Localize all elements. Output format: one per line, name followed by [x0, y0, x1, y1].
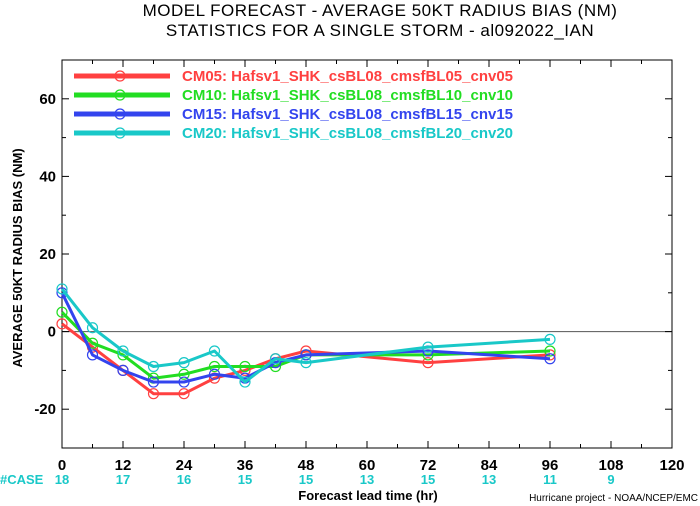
- case-count: 15: [238, 472, 252, 487]
- case-count: 18: [55, 472, 69, 487]
- case-count: 16: [177, 472, 191, 487]
- case-count: 13: [482, 472, 496, 487]
- data-point: [178, 368, 190, 380]
- x-tick-label: 96: [542, 457, 559, 474]
- data-point: [544, 349, 556, 361]
- y-tick-label: -20: [34, 401, 56, 418]
- plot-area: -20 0 20 40 60 0 12 24 36 48 60 72 84 96 108 120 CM05: H…: [34, 59, 685, 487]
- data-point: [86, 349, 99, 361]
- x-tick-label: 12: [115, 457, 132, 474]
- chart-subtitle: STATISTICS FOR A SINGLE STORM - al092022…: [166, 21, 594, 40]
- data-point: [239, 376, 251, 388]
- y-tick-label: 0: [48, 324, 56, 341]
- legend-label: CM05: Hafsv1_SHK_csBL08_cmsfBL05_cnv05: [182, 68, 513, 85]
- case-count: 11: [543, 472, 557, 487]
- series-line: [60, 287, 551, 384]
- x-axis-label: Forecast lead time (hr): [298, 488, 437, 503]
- legend-marker: [114, 127, 126, 139]
- legend-marker: [114, 108, 126, 120]
- cases-label: #CASE: [0, 472, 44, 487]
- y-tick-label: 20: [39, 246, 56, 263]
- legend-marker: [114, 89, 126, 101]
- data-point: [56, 306, 68, 318]
- data-point: [422, 357, 434, 369]
- data-point: [56, 287, 68, 299]
- data-point: [147, 360, 160, 373]
- case-count: 17: [116, 472, 130, 487]
- x-tick-label: 72: [420, 457, 437, 474]
- data-point: [147, 376, 160, 388]
- x-tick-label: 84: [481, 457, 498, 474]
- legend-label: CM20: Hafsv1_SHK_csBL08_cmsfBL20_cnv20: [182, 125, 513, 142]
- data-point: [56, 318, 68, 330]
- data-point: [117, 364, 129, 376]
- data-point: [117, 345, 129, 357]
- data-point: [56, 283, 68, 295]
- legend-label: CM10: Hafsv1_SHK_csBL08_cmsfBL10_cnv10: [182, 87, 513, 104]
- legend-marker: [114, 70, 126, 82]
- case-count: 15: [299, 472, 313, 487]
- x-tick-label: 120: [659, 457, 684, 474]
- data-point: [178, 388, 190, 400]
- x-tick-label: 24: [176, 457, 193, 474]
- data-point: [178, 376, 190, 388]
- x-tick-label: 60: [359, 457, 376, 474]
- x-tick-label: 48: [298, 457, 315, 474]
- case-count: 9: [607, 472, 614, 487]
- series-line: [60, 292, 551, 384]
- x-tick-label: 36: [237, 457, 254, 474]
- data-point: [147, 388, 160, 400]
- data-point: [422, 341, 434, 353]
- case-count: 15: [421, 472, 435, 487]
- chart-title: MODEL FORECAST - AVERAGE 50KT RADIUS BIA…: [143, 1, 618, 20]
- data-point: [208, 360, 221, 373]
- data-point: [544, 345, 556, 357]
- legend-label: CM15: Hafsv1_SHK_csBL08_cmsfBL15_cnv15: [182, 106, 513, 123]
- data-point: [544, 333, 556, 345]
- x-tick-label: 108: [598, 457, 623, 474]
- y-axis-label: AVERAGE 50KT RADIUS BIAS (NM): [10, 148, 25, 367]
- data-point: [208, 368, 221, 380]
- y-tick-label: 60: [39, 91, 56, 108]
- case-count: 13: [360, 472, 374, 487]
- data-point: [300, 357, 312, 369]
- data-point: [178, 357, 190, 369]
- y-tick-label: 40: [39, 168, 56, 185]
- data-point: [239, 360, 251, 373]
- data-point: [86, 322, 99, 334]
- credit: Hurricane project - NOAA/NCEP/EMC: [529, 493, 698, 504]
- x-tick-label: 0: [58, 457, 66, 474]
- data-point: [544, 353, 556, 365]
- data-point: [300, 349, 312, 361]
- data-point: [208, 345, 221, 357]
- data-point: [269, 353, 282, 365]
